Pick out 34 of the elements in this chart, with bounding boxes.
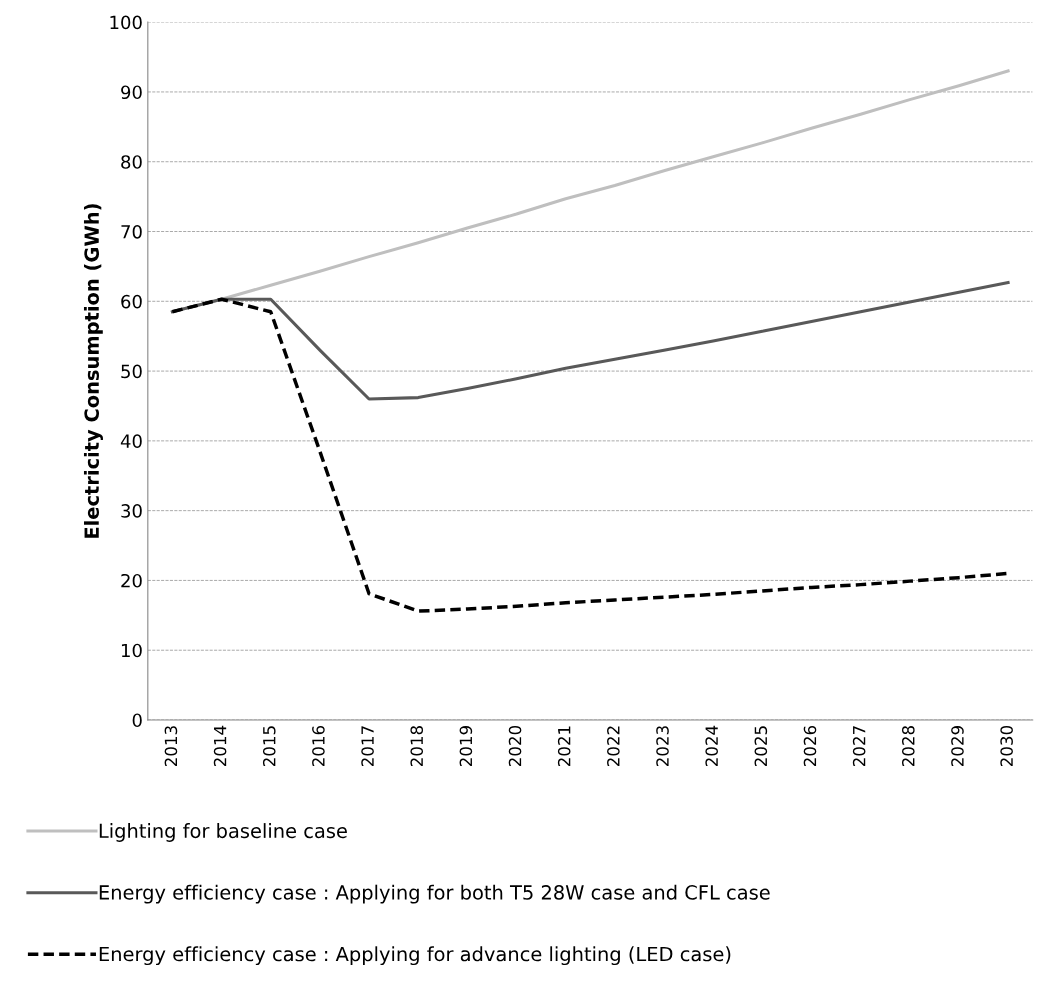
x-tick-label: 2026 <box>803 725 817 767</box>
legend-label: Energy efficiency case : Applying for advance lighting (LED case) <box>99 946 731 966</box>
x-tick-label: 2022 <box>607 726 620 767</box>
x-tick-label: 2014 <box>213 725 227 767</box>
y-tick-label: 50 <box>121 364 142 379</box>
y-axis-title: Electricity Consumption (GWh) <box>83 204 103 538</box>
y-tick-label: 40 <box>120 434 142 448</box>
y-tick-label: 80 <box>121 155 142 169</box>
x-tick-label: 2021 <box>557 726 571 767</box>
x-tick-label: 2015 <box>262 726 276 767</box>
x-tick-label: 2025 <box>754 726 768 767</box>
x-tick-label: 2016 <box>312 725 325 767</box>
y-tick-label: 60 <box>121 294 142 309</box>
y-tick-label: 0 <box>132 713 142 728</box>
y-tick-label: 20 <box>121 573 142 588</box>
x-tick-label: 2024 <box>705 725 718 767</box>
legend-label: Energy efficiency case : Applying for both T5 28W case and CFL case <box>99 884 770 904</box>
x-tick-label: 2017 <box>361 726 374 767</box>
y-tick-label: 100 <box>110 15 142 30</box>
x-tick-label: 2027 <box>852 726 866 767</box>
x-tick-label: 2029 <box>951 726 964 767</box>
x-tick-label: 2013 <box>164 726 178 767</box>
y-tick-label: 70 <box>121 224 142 239</box>
line-series <box>170 280 1010 401</box>
y-tick-label: 90 <box>121 85 142 100</box>
y-tick-label: 30 <box>121 504 142 518</box>
x-tick-label: 2020 <box>508 725 522 767</box>
x-tick-label: 2018 <box>410 726 424 767</box>
x-tick-label: 2019 <box>459 726 473 767</box>
y-tick-label: 10 <box>121 643 142 658</box>
x-tick-label: 2028 <box>902 726 915 767</box>
x-tick-label: 2030 <box>1000 725 1013 767</box>
legend-label: Lighting for baseline case <box>99 823 347 842</box>
x-tick-label: 2023 <box>656 726 669 767</box>
